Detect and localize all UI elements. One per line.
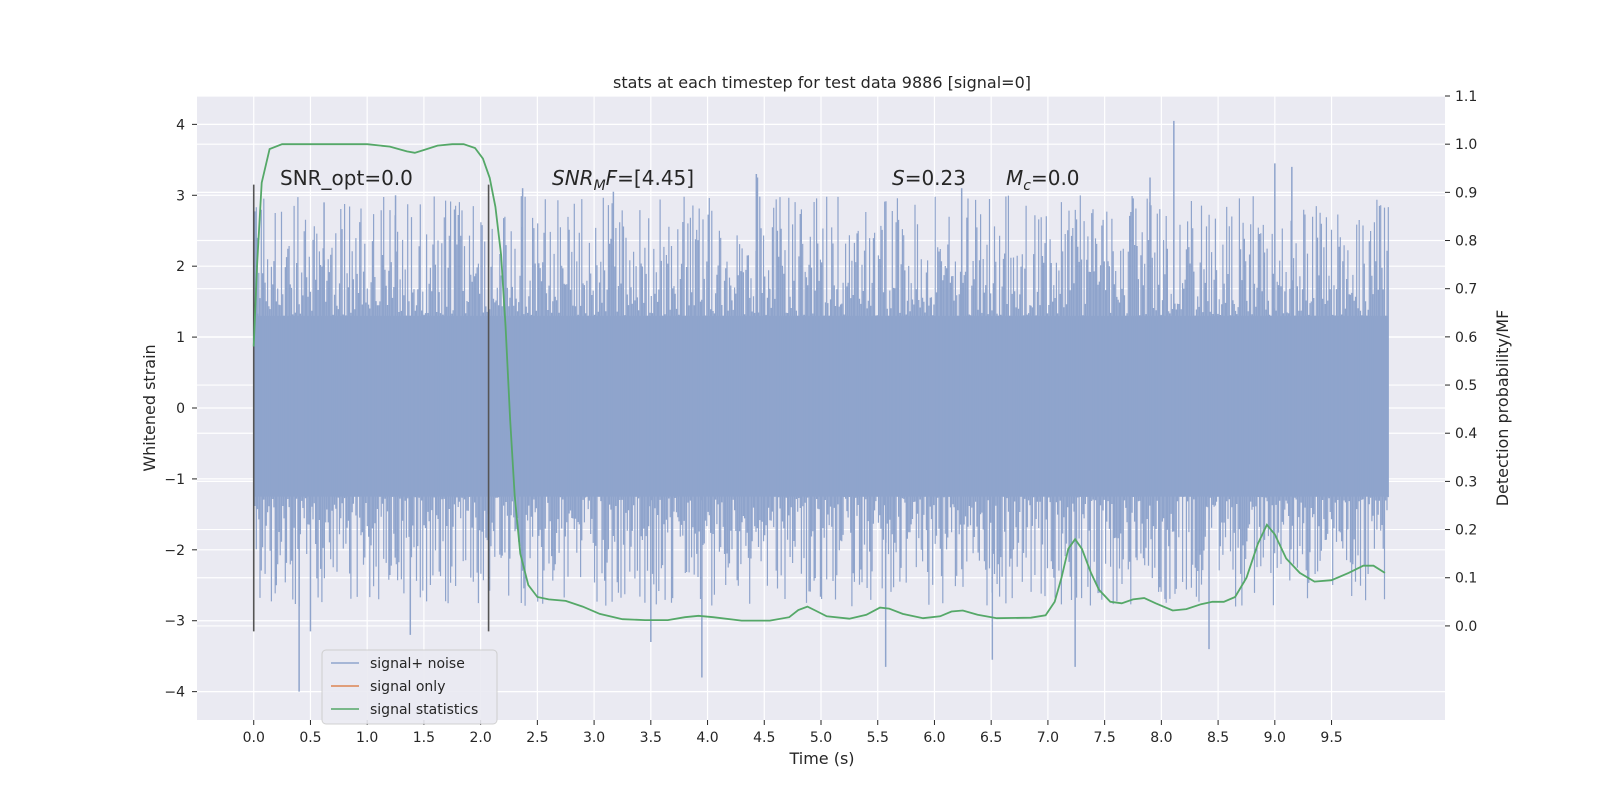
statistics-series bbox=[252, 143, 1386, 622]
x-tick-label: 6.0 bbox=[923, 730, 945, 746]
x-tick-label: 0.5 bbox=[299, 730, 321, 746]
x-tick-label: 3.5 bbox=[640, 730, 662, 746]
s-annotation: S=0.23 bbox=[892, 166, 966, 190]
legend-label-noise: signal+ noise bbox=[370, 656, 465, 672]
y2-ticks: 1.1 1.0 0.9 0.8 0.7 0.6 0.5 0.4 0.3 0.2 0.1 0.0 bbox=[1445, 89, 1477, 635]
x-tick-label: 5.5 bbox=[867, 730, 889, 746]
snr-mf-value: =[4.45] bbox=[617, 166, 694, 190]
x-tick-label: 2.0 bbox=[470, 730, 492, 746]
x-tick-label: 5.0 bbox=[810, 730, 832, 746]
y2-tick-label: 1.0 bbox=[1455, 137, 1477, 153]
x-tick-label: 6.5 bbox=[980, 730, 1002, 746]
y-tick-label: 4 bbox=[176, 117, 185, 133]
y-tick-label: −1 bbox=[164, 472, 185, 488]
x-tick-label: 4.0 bbox=[696, 730, 718, 746]
x-tick-label: 7.0 bbox=[1037, 730, 1059, 746]
mc-sub: c bbox=[1023, 178, 1031, 194]
x-tick-label: 9.5 bbox=[1320, 730, 1342, 746]
snr-mf-prefix: SNR bbox=[552, 166, 594, 190]
mc-value: =0.0 bbox=[1031, 166, 1080, 190]
s-value: =0.23 bbox=[905, 166, 966, 190]
y-axis-title: Whitened strain bbox=[140, 344, 159, 471]
y2-tick-label: 0.3 bbox=[1455, 474, 1477, 490]
y2-tick-label: 0.7 bbox=[1455, 282, 1477, 298]
x-tick-label: 0.0 bbox=[243, 730, 265, 746]
y2-tick-label: 1.1 bbox=[1455, 89, 1477, 105]
x-axis-title: Time (s) bbox=[788, 749, 854, 768]
s-symbol: S bbox=[892, 166, 905, 190]
y2-tick-label: 0.2 bbox=[1455, 523, 1477, 539]
snr-mf-annotation: SNRMF=[4.45] bbox=[552, 166, 694, 194]
y-tick-label: 2 bbox=[176, 259, 185, 275]
x-tick-label: 7.5 bbox=[1094, 730, 1116, 746]
y-tick-label: −4 bbox=[164, 685, 185, 701]
legend: signal+ noise signal only signal statist… bbox=[321, 649, 498, 725]
y-tick-label: 3 bbox=[176, 188, 185, 204]
x-tick-label: 8.0 bbox=[1150, 730, 1172, 746]
y-tick-label: 1 bbox=[176, 330, 185, 346]
chart-title: stats at each timestep for test data 988… bbox=[613, 73, 1031, 92]
y-tick-label: 0 bbox=[176, 401, 185, 417]
x-ticks: 0.0 0.5 1.0 1.5 2.0 2.5 3.0 3.5 4.0 4.5 5.0 5.5 6.0 6… bbox=[243, 720, 1343, 746]
y2-tick-label: 0.0 bbox=[1455, 619, 1477, 635]
y2-tick-label: 0.4 bbox=[1455, 426, 1477, 442]
x-tick-label: 2.5 bbox=[526, 730, 548, 746]
snr-mf-sub: M bbox=[594, 178, 606, 194]
snr-mf-italic: F bbox=[606, 166, 618, 190]
vertical-markers bbox=[252, 184, 490, 632]
y-ticks: 4 3 2 1 0 −1 −2 −3 −4 bbox=[164, 117, 197, 701]
y-tick-label: −3 bbox=[164, 614, 185, 630]
y2-axis-title: Detection probability/MF bbox=[1493, 310, 1512, 507]
x-tick-label: 3.0 bbox=[583, 730, 605, 746]
x-tick-label: 9.0 bbox=[1264, 730, 1286, 746]
y-tick-label: −2 bbox=[164, 543, 185, 559]
y2-tick-label: 0.9 bbox=[1455, 185, 1477, 201]
x-tick-label: 8.5 bbox=[1207, 730, 1229, 746]
y2-tick-label: 0.1 bbox=[1455, 571, 1477, 587]
mc-annotation: Mc=0.0 bbox=[1006, 166, 1080, 194]
statistics-line bbox=[252, 143, 1386, 622]
noise-series bbox=[253, 120, 1389, 692]
legend-box bbox=[321, 649, 498, 725]
x-tick-label: 1.5 bbox=[413, 730, 435, 746]
x-tick-label: 1.0 bbox=[356, 730, 378, 746]
y2-tick-label: 0.5 bbox=[1455, 378, 1477, 394]
snr-opt-annotation: SNR_opt=0.0 bbox=[280, 166, 413, 190]
legend-label-statistics: signal statistics bbox=[370, 702, 478, 718]
legend-label-signal-only: signal only bbox=[370, 679, 445, 695]
y2-tick-label: 0.8 bbox=[1455, 234, 1477, 250]
y2-tick-label: 0.6 bbox=[1455, 330, 1477, 346]
mc-symbol: M bbox=[1006, 166, 1023, 190]
x-tick-label: 4.5 bbox=[753, 730, 775, 746]
